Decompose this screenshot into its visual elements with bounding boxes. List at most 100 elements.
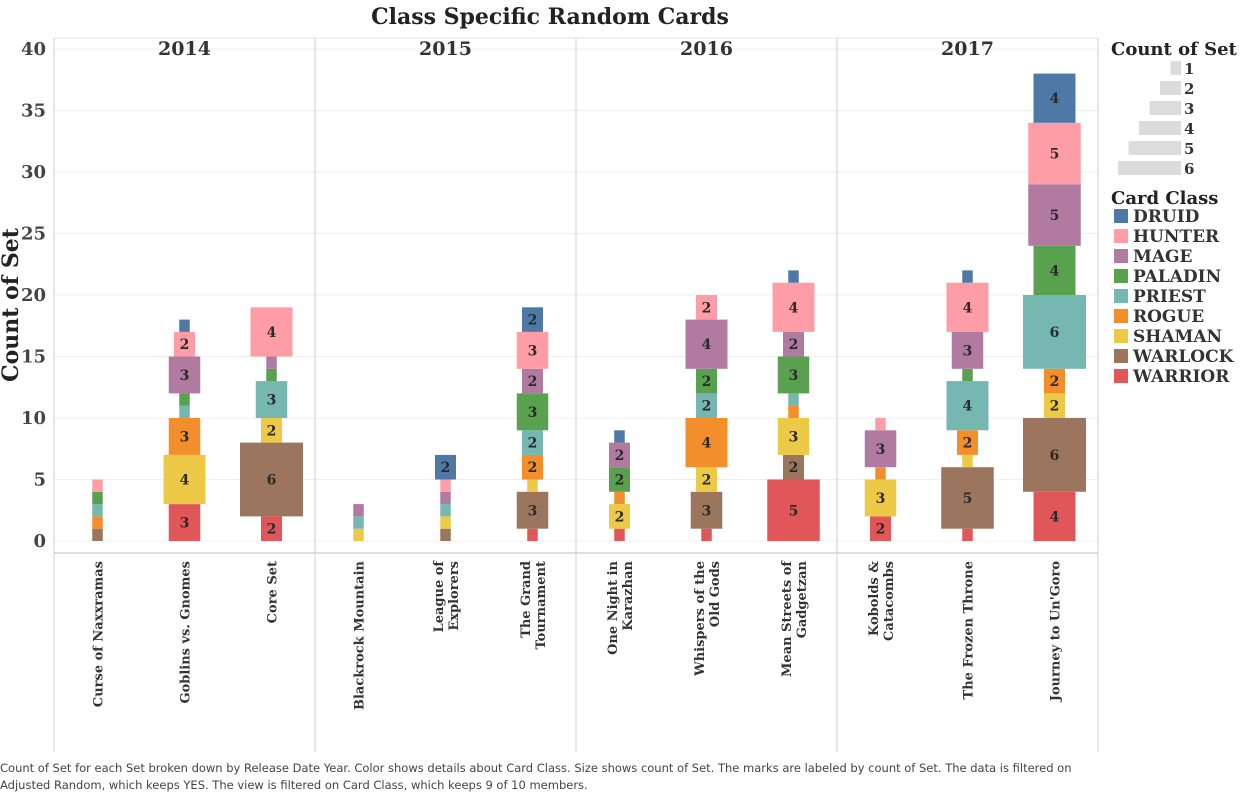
- bar-segment-priest: [92, 504, 103, 517]
- bar-segment-rogue: [522, 454, 543, 480]
- data-label: 3: [963, 343, 973, 359]
- bar-segment-paladin: [609, 467, 630, 492]
- legend-swatch-rogue: [1114, 309, 1128, 323]
- y-tick-label: 40: [21, 39, 46, 60]
- legend-swatch-shaman: [1114, 329, 1128, 343]
- data-label: 2: [1050, 374, 1060, 390]
- x-category-label: Goblins vs. Gnomes: [179, 561, 194, 704]
- bar-segment-hunter: [440, 479, 451, 492]
- data-label: 2: [1050, 399, 1060, 415]
- year-header: 2014: [158, 38, 211, 60]
- chart-caption: Count of Set for each Set broken down by…: [0, 761, 1072, 792]
- x-category-line: Core Set: [266, 561, 281, 623]
- size-legend-swatch: [1139, 121, 1181, 135]
- bar-segment-warlock: [92, 528, 103, 541]
- y-tick-label: 25: [21, 224, 46, 245]
- x-category-label: The Frozen Throne: [962, 561, 977, 699]
- bar-segment-shaman: [609, 504, 630, 529]
- bar-segment-druid: [788, 270, 799, 283]
- chart-title: Class Specific Random Cards: [371, 4, 729, 30]
- data-label: 4: [180, 473, 190, 489]
- x-category-label: Mean Streets ofGadgetzan: [780, 560, 810, 677]
- size-legend-label: 1: [1184, 60, 1194, 78]
- set-bar: 2 6 2 3 4: [240, 307, 303, 541]
- legend-swatch-druid: [1114, 209, 1128, 223]
- bar-segment-rogue: [1044, 368, 1065, 394]
- bar-segment-warlock: [240, 442, 303, 517]
- size-legend-label: 5: [1184, 140, 1194, 158]
- data-label: 3: [876, 491, 886, 507]
- legend-label-druid: DRUID: [1133, 207, 1200, 227]
- bar-segment-mage: [951, 331, 984, 369]
- bar-segment-shaman: [527, 479, 538, 492]
- bar-segment-mage: [440, 491, 451, 505]
- bar-segment-warrior: [527, 528, 538, 541]
- x-category-label: Curse of Naxxramas: [92, 561, 107, 707]
- bar-segment-hunter: [772, 282, 815, 332]
- year-header: 2016: [680, 38, 733, 60]
- y-tick-label: 30: [21, 162, 46, 183]
- data-label: 3: [267, 393, 277, 409]
- data-label: 5: [1050, 208, 1060, 224]
- bar-segment-priest: [440, 504, 451, 517]
- data-label: 4: [963, 399, 973, 415]
- bar-segment-rogue: [788, 405, 799, 418]
- size-legend-swatch: [1149, 101, 1181, 115]
- data-label: 2: [876, 522, 886, 538]
- bar-segment-druid: [522, 307, 543, 332]
- data-label: 2: [441, 460, 451, 476]
- data-label: 4: [789, 300, 799, 316]
- set-bar: 3 4 3 3 2: [163, 319, 206, 541]
- bar-segment-paladin: [696, 368, 717, 394]
- data-label: 3: [180, 516, 190, 532]
- legend-label-warrior: WARRIOR: [1132, 367, 1230, 387]
- bar-segment-hunter: [92, 479, 103, 492]
- legend-swatch-priest: [1114, 289, 1128, 303]
- bar-segment-warlock: [1023, 418, 1086, 492]
- bar-segment-warrior: [261, 516, 282, 541]
- legend-label-hunter: HUNTER: [1133, 227, 1220, 247]
- data-label: 2: [615, 473, 625, 489]
- bar-segment-warrior: [168, 504, 201, 541]
- bar-segment-hunter: [1028, 122, 1081, 185]
- bar-segment-warlock: [941, 467, 994, 529]
- x-category-label: The GrandTournament: [519, 561, 549, 650]
- size-legend-label: 6: [1184, 160, 1194, 178]
- data-label: 2: [528, 374, 538, 390]
- y-axis-label: Count of Set: [0, 227, 24, 382]
- x-category-label: League ofExplorers: [432, 560, 462, 633]
- data-label: 2: [702, 399, 712, 415]
- bar-segment-paladin: [179, 393, 190, 406]
- y-axis-ticks: 0 5 10 15 20 25 30 35 40: [21, 39, 46, 552]
- bar-segment-warrior: [870, 516, 891, 541]
- data-label: 3: [528, 503, 538, 519]
- bar-segment-mage: [783, 331, 804, 357]
- bar-segment-paladin: [777, 356, 810, 394]
- x-category-line: Gadgetzan: [795, 560, 810, 638]
- bar-segment-warlock: [440, 528, 451, 541]
- x-category-line: Old Gods: [708, 561, 723, 627]
- bar-segment-paladin: [1033, 245, 1076, 295]
- legend-swatch-hunter: [1114, 229, 1128, 243]
- set-bar: 5 2 3 3 2 4: [767, 270, 820, 541]
- bar-segment-mage: [609, 442, 630, 468]
- data-label: 4: [1050, 263, 1060, 279]
- set-bar: 4 6 2 2 6 4 5 5 4: [1023, 73, 1086, 541]
- data-label: 2: [267, 423, 277, 439]
- x-category-line: Goblins vs. Gnomes: [179, 561, 194, 704]
- bar-segment-hunter: [174, 331, 195, 357]
- color-legend: Card Class DRUIDHUNTERMAGEPALADINPRIESTR…: [1111, 188, 1235, 387]
- data-label: 4: [963, 300, 973, 316]
- bar-segment-warlock: [783, 454, 804, 480]
- y-tick-label: 20: [21, 285, 46, 306]
- bar-segment-shaman: [864, 479, 897, 517]
- data-label: 3: [528, 343, 538, 359]
- bar-segment-rogue: [957, 430, 978, 455]
- data-label: 4: [1050, 509, 1060, 525]
- data-label: 3: [789, 429, 799, 445]
- size-legend-label: 4: [1184, 120, 1194, 138]
- size-legend-swatch: [1170, 61, 1181, 75]
- bar-segment-mage: [266, 356, 277, 369]
- bar-segment-warrior: [962, 528, 973, 541]
